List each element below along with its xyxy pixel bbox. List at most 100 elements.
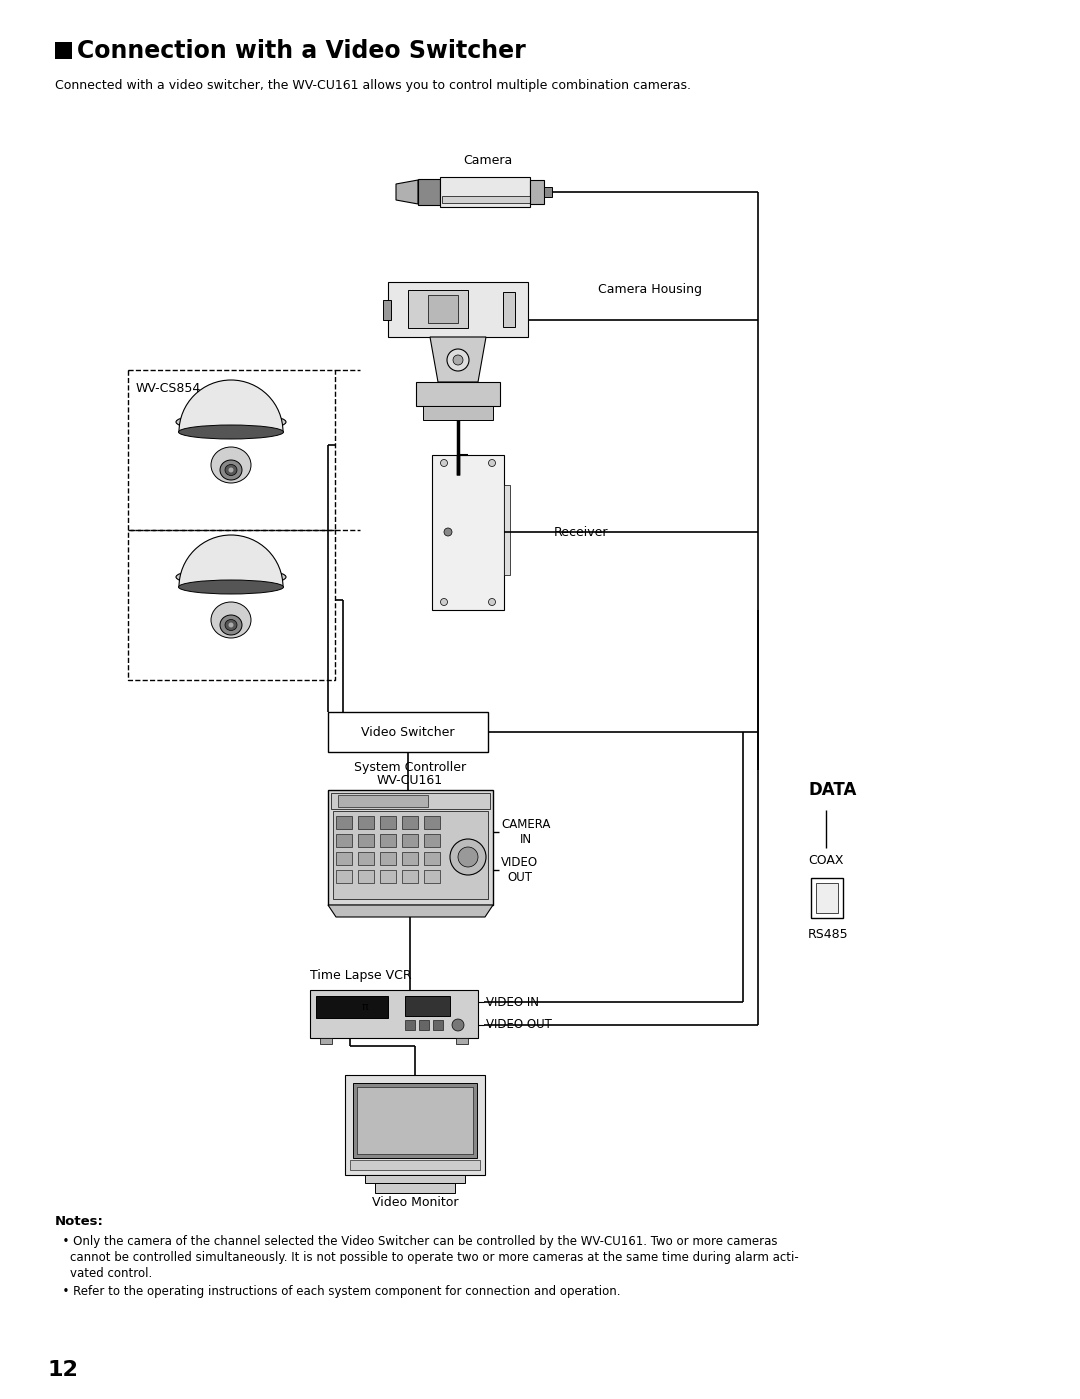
Bar (433, 1020, 443, 1030)
Bar (350, 1160, 480, 1170)
Bar (504, 485, 510, 575)
Polygon shape (396, 180, 418, 204)
Text: Notes:: Notes: (55, 1214, 104, 1228)
Bar (310, 990, 478, 1038)
Text: Receiver: Receiver (554, 526, 608, 539)
Ellipse shape (211, 448, 251, 483)
Bar (333, 811, 488, 900)
Bar (456, 1038, 468, 1044)
Text: CAMERA
IN: CAMERA IN (501, 818, 551, 846)
Bar (424, 834, 440, 846)
Text: WV-CS854: WV-CS854 (136, 382, 201, 395)
Text: Video Switcher: Video Switcher (361, 726, 455, 739)
Bar (357, 870, 374, 883)
Polygon shape (430, 337, 486, 382)
Ellipse shape (211, 602, 251, 638)
Text: vated control.: vated control. (55, 1267, 152, 1280)
Bar (380, 816, 396, 830)
Text: VIDEO
OUT: VIDEO OUT (501, 856, 538, 884)
Bar (432, 455, 504, 610)
Bar (365, 1175, 465, 1184)
Bar (330, 793, 490, 809)
Ellipse shape (178, 581, 283, 595)
Bar (442, 196, 530, 203)
Text: System Controller: System Controller (354, 761, 467, 775)
Text: cannot be controlled simultaneously. It is not possible to operate two or more c: cannot be controlled simultaneously. It … (55, 1251, 799, 1265)
Bar (405, 996, 450, 1016)
Bar (336, 852, 352, 865)
Ellipse shape (441, 459, 447, 466)
Ellipse shape (444, 527, 453, 536)
Ellipse shape (229, 467, 233, 473)
Ellipse shape (450, 839, 486, 874)
Bar (336, 870, 352, 883)
Bar (418, 179, 440, 206)
Text: Connection with a Video Switcher: Connection with a Video Switcher (77, 39, 526, 63)
Bar (383, 299, 391, 320)
Bar (380, 834, 396, 846)
Text: VIDEO IN: VIDEO IN (486, 996, 539, 1009)
Bar (336, 834, 352, 846)
Bar (416, 382, 500, 406)
Text: π: π (362, 1002, 368, 1011)
Ellipse shape (447, 348, 469, 371)
Text: RS485: RS485 (808, 929, 849, 942)
Ellipse shape (178, 425, 283, 439)
Bar (408, 290, 468, 327)
Bar (129, 530, 335, 680)
Ellipse shape (458, 846, 478, 867)
Bar (419, 1020, 429, 1030)
Bar (345, 1074, 485, 1175)
Bar (544, 187, 552, 197)
Bar (375, 1184, 455, 1193)
Bar (380, 852, 396, 865)
Wedge shape (179, 534, 283, 588)
Text: VIDEO OUT: VIDEO OUT (486, 1018, 552, 1031)
Bar (402, 852, 418, 865)
Bar (503, 292, 515, 327)
Text: Camera: Camera (463, 154, 513, 166)
Bar (55, 42, 72, 59)
Ellipse shape (225, 464, 237, 476)
Bar (357, 1087, 473, 1154)
Bar (357, 816, 374, 830)
Bar (424, 816, 440, 830)
Bar (424, 870, 440, 883)
Bar (129, 369, 335, 530)
Bar (423, 406, 492, 420)
Text: Time Lapse VCR: Time Lapse VCR (310, 970, 411, 982)
Bar (530, 180, 544, 204)
Bar (336, 816, 352, 830)
Bar (357, 852, 374, 865)
Bar (388, 283, 528, 337)
Text: Video Monitor: Video Monitor (372, 1196, 458, 1210)
Bar (440, 178, 530, 207)
Text: DATA: DATA (808, 781, 856, 799)
Text: 12: 12 (48, 1360, 79, 1379)
Ellipse shape (176, 568, 286, 586)
Text: • Refer to the operating instructions of each system component for connection an: • Refer to the operating instructions of… (55, 1286, 621, 1298)
Ellipse shape (176, 413, 286, 431)
Ellipse shape (453, 1018, 464, 1031)
Ellipse shape (225, 620, 237, 631)
Ellipse shape (488, 599, 496, 606)
Wedge shape (179, 381, 283, 432)
Text: WV-CU161: WV-CU161 (377, 775, 443, 788)
Bar (816, 883, 838, 914)
Ellipse shape (220, 460, 242, 480)
Bar (316, 996, 388, 1018)
Text: Connected with a video switcher, the WV-CU161 allows you to control multiple com: Connected with a video switcher, the WV-… (55, 80, 691, 92)
Bar (811, 879, 843, 918)
Polygon shape (328, 905, 492, 916)
Bar (380, 870, 396, 883)
Bar (353, 1083, 477, 1158)
Bar (357, 834, 374, 846)
Bar (402, 870, 418, 883)
Bar (424, 852, 440, 865)
Ellipse shape (453, 355, 463, 365)
Ellipse shape (220, 616, 242, 635)
Bar (402, 816, 418, 830)
Bar (328, 790, 492, 905)
Bar (328, 712, 488, 753)
Bar (405, 1020, 415, 1030)
